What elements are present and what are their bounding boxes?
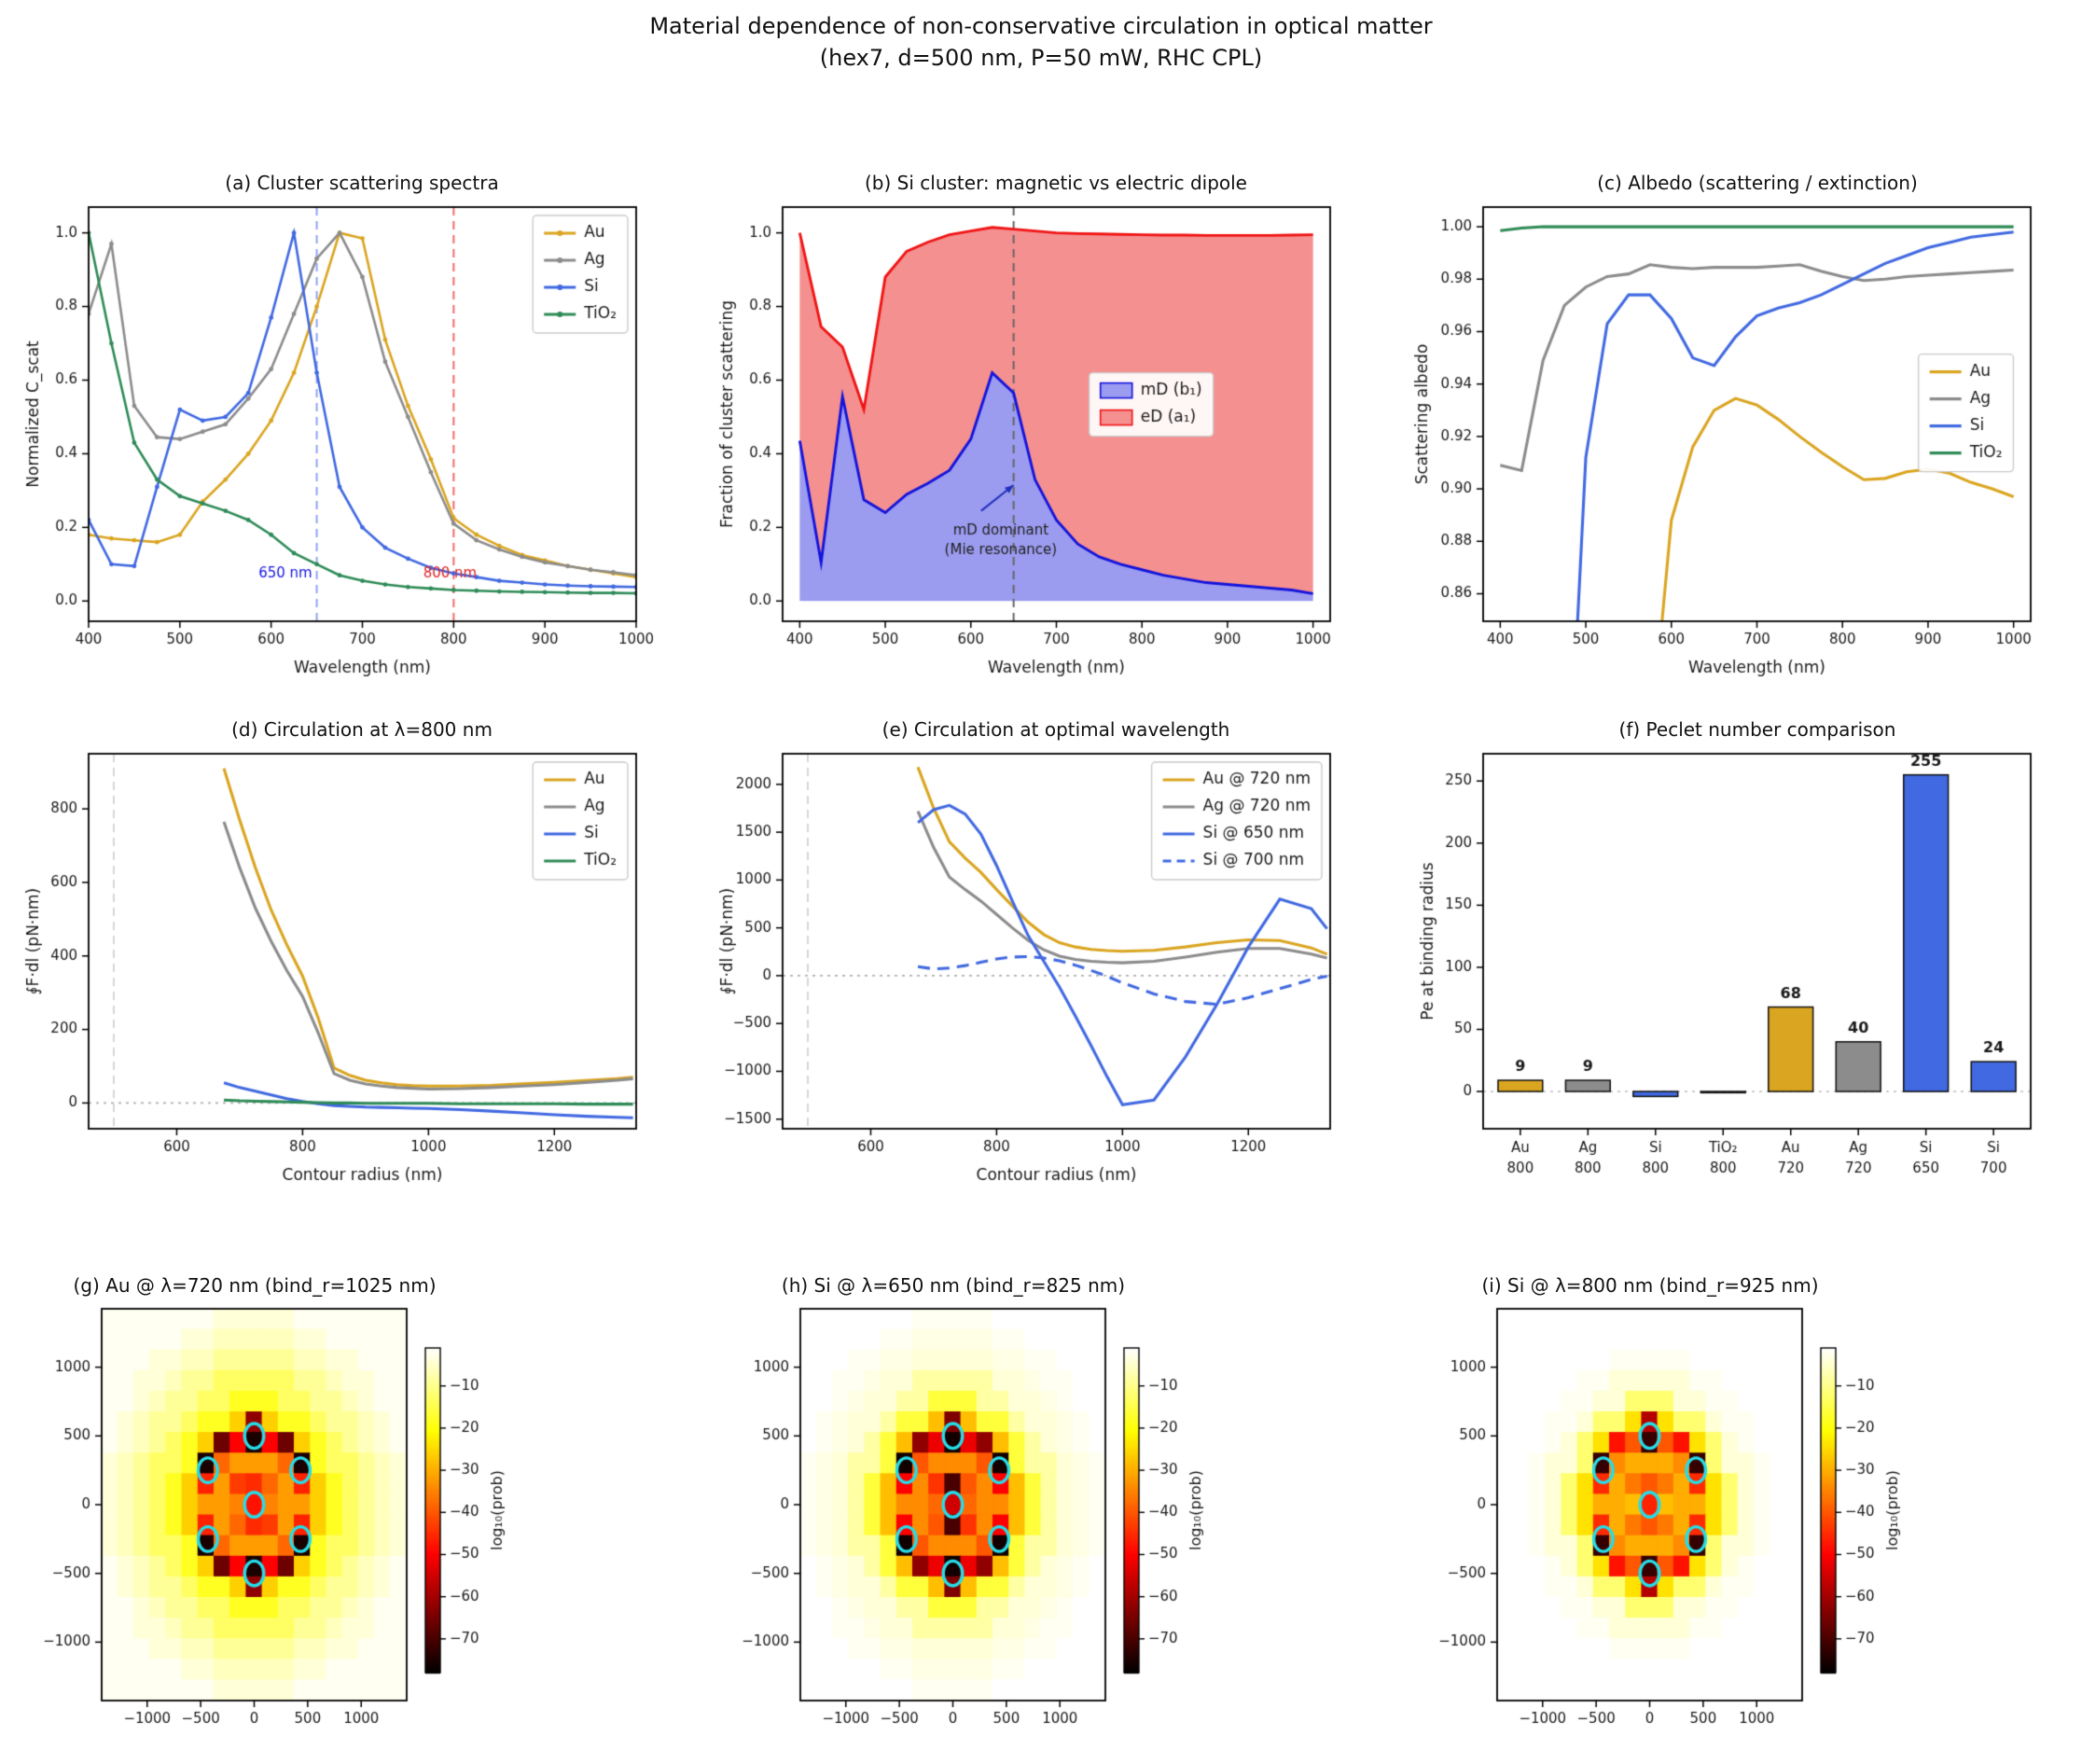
- subplot-title-b: (b) Si cluster: magnetic vs electric dip…: [865, 172, 1247, 194]
- subplot-title-a: (a) Cluster scattering spectra: [225, 172, 499, 194]
- subplot-title-e: (e) Circulation at optimal wavelength: [881, 718, 1230, 741]
- figure-suptitle-line1: Material dependence of non-conservative …: [649, 13, 1433, 39]
- subplot-title-f: (f) Peclet number comparison: [1618, 718, 1896, 741]
- figure-suptitle-line2: (hex7, d=500 nm, P=50 mW, RHC CPL): [819, 45, 1263, 71]
- subplot-title-h: (h) Si @ λ=650 nm (bind_r=825 nm): [781, 1274, 1126, 1297]
- subplot-title-i: (i) Si @ λ=800 nm (bind_r=925 nm): [1481, 1274, 1819, 1297]
- subplot-title-g: (g) Au @ λ=720 nm (bind_r=1025 nm): [73, 1274, 437, 1297]
- subplot-title-d: (d) Circulation at λ=800 nm: [231, 718, 493, 741]
- subplot-title-c: (c) Albedo (scattering / extinction): [1597, 172, 1918, 194]
